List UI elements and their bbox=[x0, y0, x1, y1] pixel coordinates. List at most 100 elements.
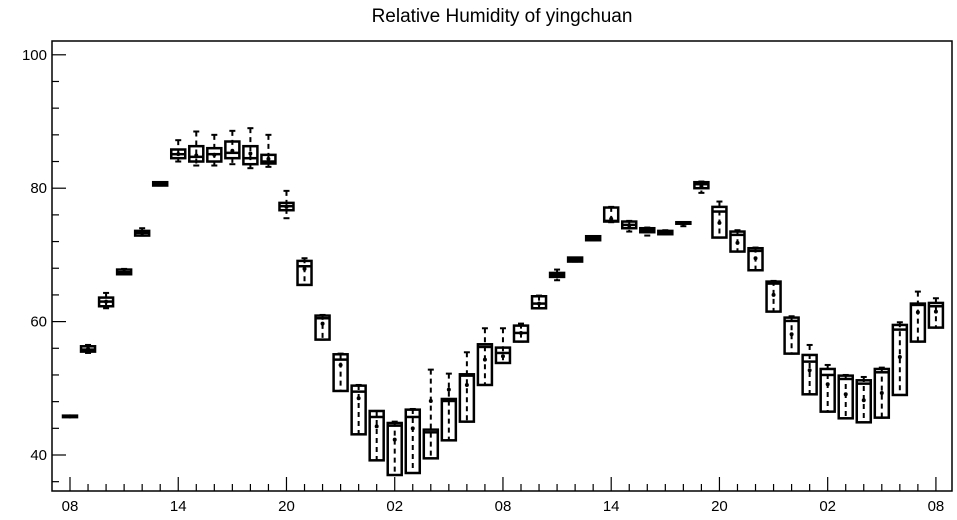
mean-point bbox=[933, 309, 938, 314]
box-plot bbox=[747, 246, 764, 272]
mean-point bbox=[609, 216, 614, 221]
mean-point bbox=[158, 182, 163, 187]
box bbox=[891, 323, 909, 397]
box-plot bbox=[206, 133, 223, 167]
mean-point bbox=[537, 301, 542, 306]
box bbox=[494, 346, 512, 365]
mean-point bbox=[104, 299, 109, 304]
mean-point bbox=[464, 382, 469, 387]
box-plot bbox=[566, 256, 584, 263]
mean-point bbox=[392, 437, 397, 442]
box bbox=[765, 280, 782, 313]
box bbox=[332, 353, 349, 393]
mean-point bbox=[735, 240, 740, 245]
box bbox=[855, 379, 873, 424]
box-plot bbox=[314, 313, 331, 341]
box-plot bbox=[458, 351, 476, 423]
box bbox=[711, 205, 728, 239]
box bbox=[296, 259, 313, 287]
box-plot bbox=[927, 297, 945, 329]
box-plot bbox=[386, 420, 403, 477]
mean-point bbox=[410, 426, 415, 431]
box-plot bbox=[296, 257, 313, 287]
y-tick-label: 80 bbox=[30, 180, 47, 197]
box-plot bbox=[837, 373, 854, 420]
mean-point bbox=[645, 228, 650, 233]
box bbox=[224, 140, 241, 160]
box bbox=[729, 230, 746, 253]
box bbox=[530, 295, 548, 310]
mean-point bbox=[248, 151, 253, 156]
mean-point bbox=[555, 272, 560, 277]
mean-point bbox=[699, 184, 704, 189]
mean-point bbox=[663, 230, 668, 235]
box-plot bbox=[693, 180, 710, 194]
plot-frame bbox=[51, 40, 953, 492]
x-tick-label: 20 bbox=[711, 498, 728, 515]
box-plot bbox=[873, 366, 891, 419]
mean-point bbox=[861, 398, 866, 403]
box bbox=[837, 374, 854, 420]
mean-point bbox=[374, 424, 379, 429]
mean-point bbox=[789, 332, 794, 337]
mean-point bbox=[500, 354, 505, 359]
mean-point bbox=[230, 148, 235, 153]
box-plot bbox=[61, 414, 79, 419]
mean-point bbox=[68, 414, 72, 419]
box-plot bbox=[512, 322, 530, 343]
box-plot bbox=[801, 343, 818, 396]
mean-point bbox=[446, 387, 451, 392]
box-plot bbox=[909, 290, 927, 343]
box-plot bbox=[855, 375, 873, 424]
mean-point bbox=[879, 390, 884, 395]
x-tick-label: 20 bbox=[278, 498, 295, 515]
mean-point bbox=[825, 382, 830, 387]
mean-point bbox=[212, 152, 217, 157]
mean-point bbox=[717, 220, 722, 225]
box bbox=[314, 314, 331, 341]
box bbox=[909, 302, 927, 343]
box bbox=[188, 144, 205, 163]
box bbox=[476, 343, 494, 387]
box-plot bbox=[729, 229, 746, 253]
mean-point bbox=[356, 396, 361, 401]
mean-point bbox=[681, 221, 686, 226]
box-plot bbox=[819, 363, 836, 413]
box bbox=[458, 373, 476, 423]
mean-point bbox=[140, 230, 145, 235]
box bbox=[260, 153, 277, 165]
box-plot bbox=[711, 200, 728, 239]
x-tick-label: 08 bbox=[928, 498, 945, 515]
box-plot bbox=[476, 327, 494, 387]
mean-point bbox=[338, 362, 343, 367]
box bbox=[350, 384, 367, 436]
x-tick-label: 14 bbox=[170, 498, 187, 515]
box-plot bbox=[602, 205, 620, 224]
box-plot bbox=[151, 180, 169, 187]
mean-point bbox=[302, 266, 307, 271]
box-plot bbox=[530, 294, 548, 310]
box bbox=[242, 144, 259, 166]
box-plot bbox=[242, 127, 259, 170]
x-tick-label: 08 bbox=[62, 498, 79, 515]
box-plot bbox=[584, 234, 602, 242]
mean-point bbox=[591, 236, 596, 241]
mean-point bbox=[753, 256, 758, 261]
mean-point bbox=[194, 153, 199, 158]
box bbox=[404, 408, 422, 475]
chart-title: Relative Humidity of yingchuan bbox=[372, 6, 633, 27]
box-plot bbox=[260, 133, 277, 168]
mean-point bbox=[122, 270, 127, 275]
box-plot bbox=[404, 407, 422, 475]
mean-point bbox=[176, 152, 181, 157]
box-plot bbox=[422, 368, 440, 460]
y-tick-label: 100 bbox=[22, 47, 47, 64]
box-plot bbox=[657, 229, 674, 236]
mean-point bbox=[284, 204, 289, 209]
box bbox=[819, 367, 836, 413]
mean-point bbox=[482, 357, 487, 362]
y-axis: 40 60 80 100 bbox=[22, 47, 66, 483]
box-plot bbox=[783, 315, 800, 355]
box bbox=[440, 397, 458, 442]
x-tick-label: 14 bbox=[603, 498, 620, 515]
